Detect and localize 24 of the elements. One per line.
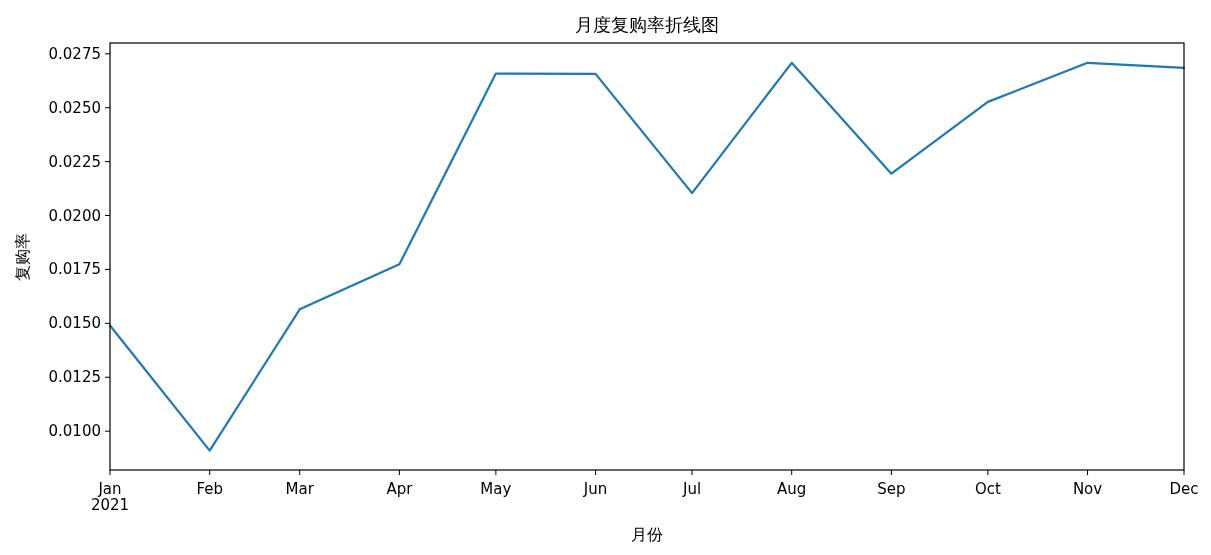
y-tick-label: 0.0250 — [48, 98, 101, 117]
y-tick-label: 0.0200 — [48, 206, 101, 225]
x-tick-label: Feb — [196, 480, 223, 498]
x-axis-title: 月份 — [631, 525, 663, 544]
y-tick-label: 0.0175 — [48, 260, 101, 279]
y-tick-label: 0.0100 — [48, 422, 101, 441]
y-tick-label: 0.0225 — [48, 152, 101, 171]
x-tick-label: Jul — [681, 480, 702, 498]
line-series — [108, 61, 1186, 452]
x-tick-label: Sep — [877, 480, 906, 498]
y-tick-label: 0.0125 — [48, 368, 101, 387]
x-tick-label: Jun — [582, 480, 608, 498]
x-tick-label: Mar — [285, 480, 315, 498]
x-tick-label: Nov — [1072, 480, 1103, 498]
y-tick-label: 0.0275 — [48, 44, 101, 63]
x-tick-label: Apr — [386, 480, 414, 498]
x-tick-label: Dec — [1169, 480, 1199, 498]
x-tick-label: Jan 2021 — [90, 480, 130, 514]
x-tick-label: Oct — [974, 480, 1001, 498]
y-axis-title: 复购率 — [13, 232, 32, 281]
chart-title: 月度复购率折线图 — [575, 14, 719, 35]
x-tick-label: May — [480, 480, 512, 498]
x-tick-label: Aug — [777, 480, 807, 498]
y-tick-label: 0.0150 — [48, 314, 101, 333]
